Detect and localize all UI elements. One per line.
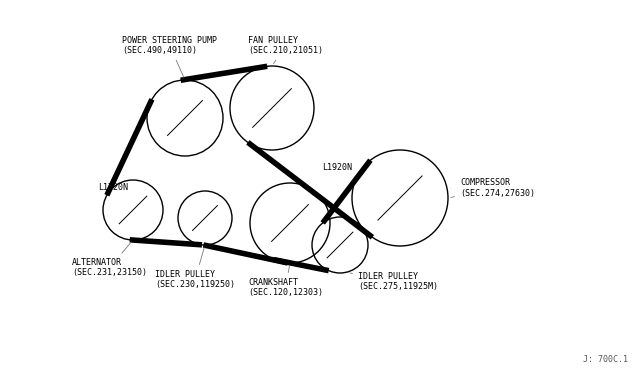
- Text: CRANKSHAFT
(SEC.120,12303): CRANKSHAFT (SEC.120,12303): [248, 266, 323, 297]
- Text: IDLER PULLEY
(SEC.230,119250): IDLER PULLEY (SEC.230,119250): [155, 248, 235, 289]
- Text: FAN PULLEY
(SEC.210,21051): FAN PULLEY (SEC.210,21051): [248, 36, 323, 64]
- Text: ALTERNATOR
(SEC.231,23150): ALTERNATOR (SEC.231,23150): [72, 242, 147, 278]
- Text: J: 700C.1: J: 700C.1: [583, 355, 628, 364]
- Text: COMPRESSOR
(SEC.274,27630): COMPRESSOR (SEC.274,27630): [451, 178, 535, 198]
- Text: IDLER PULLEY
(SEC.275,11925M): IDLER PULLEY (SEC.275,11925M): [350, 272, 438, 291]
- Text: POWER STEERING PUMP
(SEC.490,49110): POWER STEERING PUMP (SEC.490,49110): [122, 36, 217, 77]
- Text: L1920N: L1920N: [322, 164, 352, 173]
- Text: L1720N: L1720N: [98, 183, 128, 192]
